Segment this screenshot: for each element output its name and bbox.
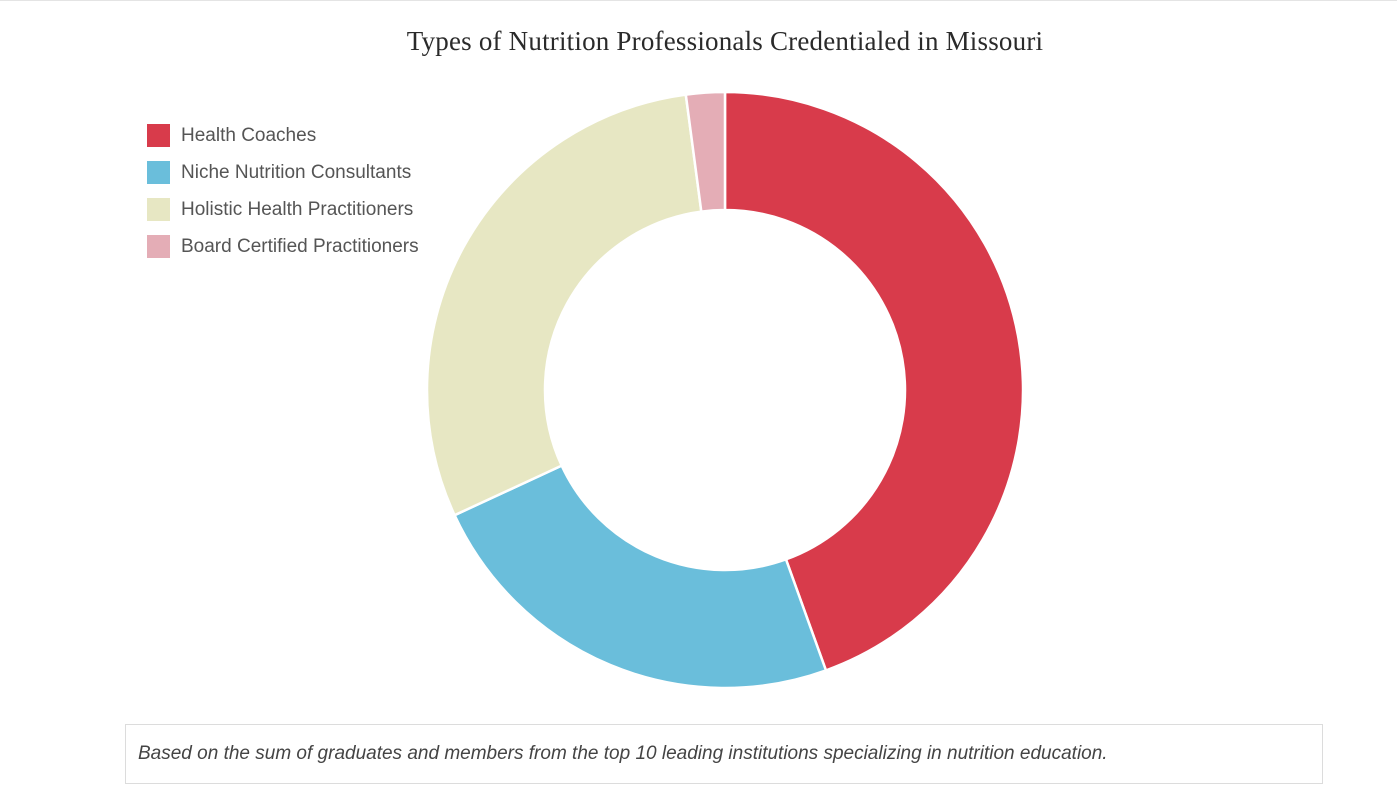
donut-chart (425, 90, 1025, 690)
legend-label: Holistic Health Practitioners (181, 198, 414, 220)
chart-legend: Health Coaches Niche Nutrition Consultan… (147, 117, 419, 265)
donut-slice-holistic-health-practitioners[interactable] (425, 93, 703, 517)
legend-item-health-coaches[interactable]: Health Coaches (147, 117, 419, 154)
legend-swatch (147, 198, 170, 221)
legend-label: Niche Nutrition Consultants (181, 161, 412, 183)
legend-label: Health Coaches (181, 124, 317, 146)
donut-slice-niche-nutrition-consultants[interactable] (453, 464, 828, 690)
legend-label: Board Certified Practitioners (181, 235, 419, 257)
footnote-text: Based on the sum of graduates and member… (138, 743, 1108, 764)
top-divider (0, 0, 1397, 1)
legend-swatch (147, 161, 170, 184)
legend-item-holistic-health-practitioners[interactable]: Holistic Health Practitioners (147, 191, 419, 228)
donut-slice-health-coaches[interactable] (723, 90, 1025, 672)
chart-title: Types of Nutrition Professionals Credent… (406, 26, 1044, 56)
legend-item-board-certified-practitioners[interactable]: Board Certified Practitioners (147, 228, 419, 265)
donut-slice-board-certified-practitioners[interactable] (684, 90, 727, 213)
legend-swatch (147, 235, 170, 258)
footnote-box: Based on the sum of graduates and member… (125, 724, 1323, 784)
legend-item-niche-nutrition-consultants[interactable]: Niche Nutrition Consultants (147, 154, 419, 191)
legend-swatch (147, 124, 170, 147)
